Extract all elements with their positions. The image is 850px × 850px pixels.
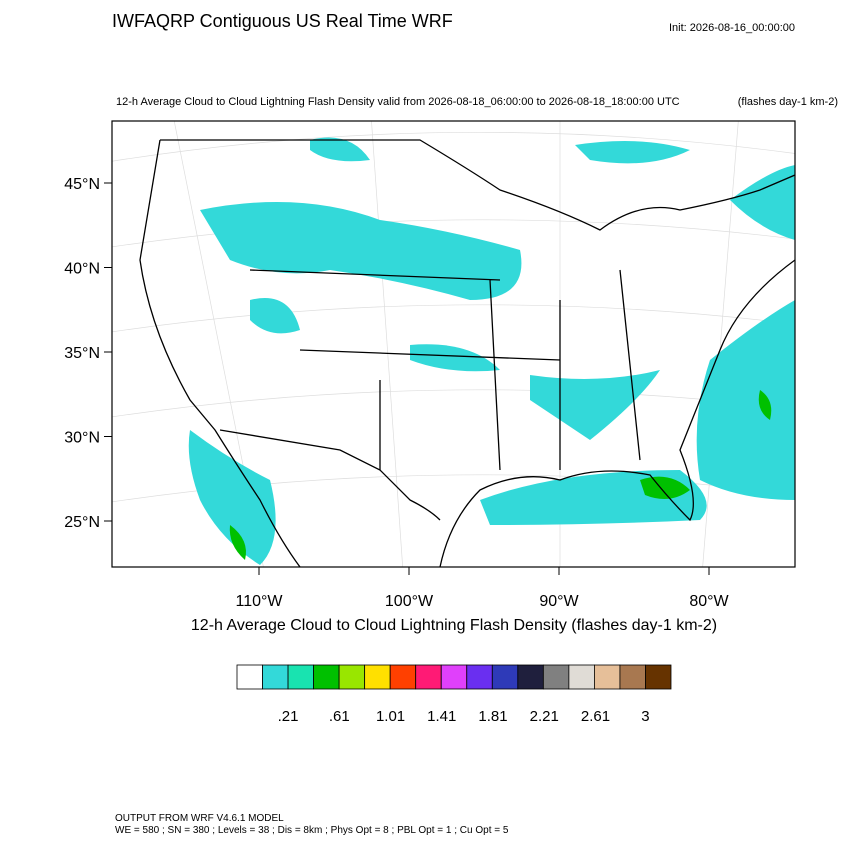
colorbar-box — [517, 664, 544, 690]
lon-label: 80°W — [689, 593, 729, 610]
lat-label: 45°N — [64, 176, 100, 193]
colorbar-box — [491, 664, 519, 690]
lat-label: 25°N — [64, 514, 100, 531]
footer-line: WE = 580 ; SN = 380 ; Levels = 38 ; Dis … — [115, 825, 509, 836]
map — [112, 121, 795, 567]
title: IWFAQRP Contiguous US Real Time WRF — [112, 11, 453, 31]
lightning-core — [229, 390, 772, 560]
colorbar-box — [619, 664, 646, 690]
colorbar-box — [236, 664, 263, 690]
lightning-areas — [188, 137, 795, 565]
colorbar-box — [466, 664, 493, 690]
lat-label: 30°N — [64, 430, 100, 447]
graticule — [112, 121, 795, 567]
footer-line: OUTPUT FROM WRF V4.6.1 MODEL — [115, 813, 284, 824]
boundaries — [139, 139, 795, 567]
lon-label: 90°W — [539, 593, 579, 610]
map-frame — [111, 120, 796, 568]
colorbar-tick-label: 2.21 — [530, 708, 559, 725]
colorbar-box — [645, 664, 672, 690]
lat-label: 40°N — [64, 261, 100, 278]
init-time: Init: 2026-08-16_00:00:00 — [669, 22, 795, 34]
colorbar-box — [338, 664, 366, 690]
lon-label: 110°W — [235, 593, 283, 610]
colorbar-box — [568, 664, 595, 690]
colorbar-tick-label: .21 — [278, 708, 299, 725]
colorbar-box — [389, 664, 417, 690]
colorbar-tick-label: 1.41 — [427, 708, 456, 725]
lon-label: 100°W — [385, 593, 434, 610]
colorbar-box — [364, 664, 391, 690]
subtitle: 12-h Average Cloud to Cloud Lightning Fl… — [116, 96, 680, 108]
colorbar-tick-label: .61 — [329, 708, 350, 725]
colorbar-box — [287, 664, 314, 690]
lat-label: 35°N — [64, 345, 100, 362]
colorbar-title: 12-h Average Cloud to Cloud Lightning Fl… — [191, 617, 717, 634]
colorbar-tick-label: 2.61 — [581, 708, 610, 725]
units: (flashes day-1 km-2) — [738, 96, 838, 108]
colorbar-tick-label: 1.81 — [478, 708, 507, 725]
colorbar-box — [542, 664, 570, 690]
colorbar-box — [313, 664, 340, 690]
colorbar-box — [594, 664, 621, 690]
colorbar-tick-label: 1.01 — [376, 708, 405, 725]
colorbar-box — [262, 664, 289, 690]
colorbar-tick-label: 3 — [641, 708, 649, 725]
colorbar-box — [415, 664, 442, 690]
colorbar-box — [440, 664, 468, 690]
